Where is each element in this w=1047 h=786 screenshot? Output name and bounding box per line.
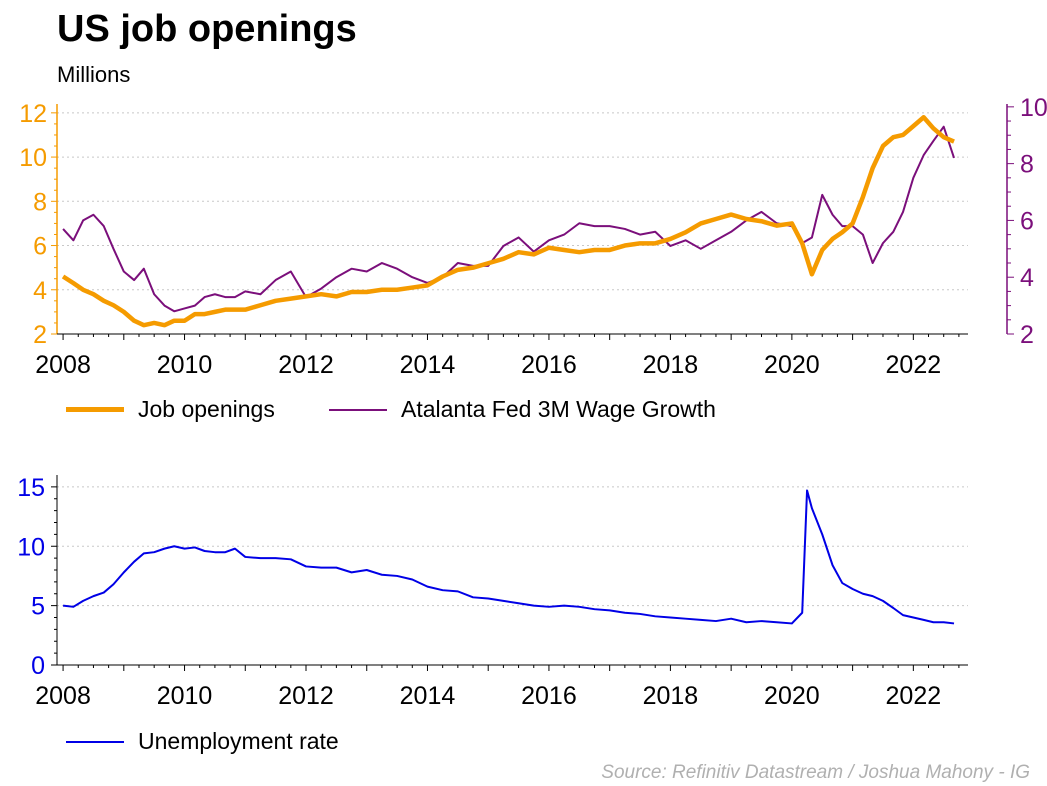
bottom-x-tick-label: 2008 (35, 682, 91, 710)
legend-swatch-wage-growth (329, 408, 387, 411)
top-right-tick-label: 6 (1020, 207, 1034, 235)
bottom-y-tick-label: 5 (31, 593, 45, 621)
wage-growth-line (62, 125, 955, 313)
legend-label-unemployment: Unemployment rate (138, 728, 339, 754)
legend-swatch-unemployment (66, 740, 124, 743)
page-title: US job openings (57, 8, 357, 50)
legend-unemployment: Unemployment rate (66, 728, 339, 755)
bottom-x-tick-label: 2014 (400, 682, 456, 710)
bottom-x-tick-label: 2022 (886, 682, 942, 710)
top-left-tick-label: 10 (19, 144, 47, 172)
top-right-tick-label: 10 (1020, 94, 1047, 122)
legend-label-wage-growth: Atalanta Fed 3M Wage Growth (401, 396, 716, 422)
top-x-tick-label: 2012 (278, 351, 334, 379)
legend-job-openings: Job openings (66, 396, 275, 423)
top-x-tick-label: 2014 (400, 351, 456, 379)
bottom-x-tick-label: 2016 (521, 682, 577, 710)
legend-swatch-job-openings (66, 407, 124, 412)
top-right-tick-label: 4 (1020, 264, 1034, 292)
bottom-x-tick-label: 2018 (643, 682, 699, 710)
top-left-tick-label: 12 (19, 100, 47, 128)
bottom-y-tick-label: 0 (31, 652, 45, 680)
top-left-tick-label: 6 (33, 233, 47, 261)
top-x-tick-label: 2022 (886, 351, 942, 379)
top-x-tick-label: 2018 (643, 351, 699, 379)
bottom-y-tick-label: 15 (17, 474, 45, 502)
top-x-tick-label: 2010 (157, 351, 213, 379)
bottom-x-tick-label: 2012 (278, 682, 334, 710)
top-left-tick-label: 8 (33, 188, 47, 216)
legend-wage-growth: Atalanta Fed 3M Wage Growth (329, 396, 716, 423)
top-right-tick-label: 8 (1020, 151, 1034, 179)
chart-subtitle: Millions (57, 62, 131, 87)
source-note: Source: Refinitiv Datastream / Joshua Ma… (601, 762, 1030, 783)
bottom-x-tick-label: 2020 (764, 682, 820, 710)
job-openings-line (61, 115, 955, 328)
unemployment-line (62, 489, 955, 625)
top-x-tick-label: 2020 (764, 351, 820, 379)
bottom-y-tick-label: 10 (17, 533, 45, 561)
top-x-tick-label: 2008 (35, 351, 91, 379)
top-left-tick-label: 2 (33, 321, 47, 349)
top-right-tick-label: 2 (1020, 321, 1034, 349)
legend-label-job-openings: Job openings (138, 396, 275, 422)
top-x-tick-label: 2016 (521, 351, 577, 379)
top-left-tick-label: 4 (33, 277, 47, 305)
bottom-x-tick-label: 2010 (157, 682, 213, 710)
